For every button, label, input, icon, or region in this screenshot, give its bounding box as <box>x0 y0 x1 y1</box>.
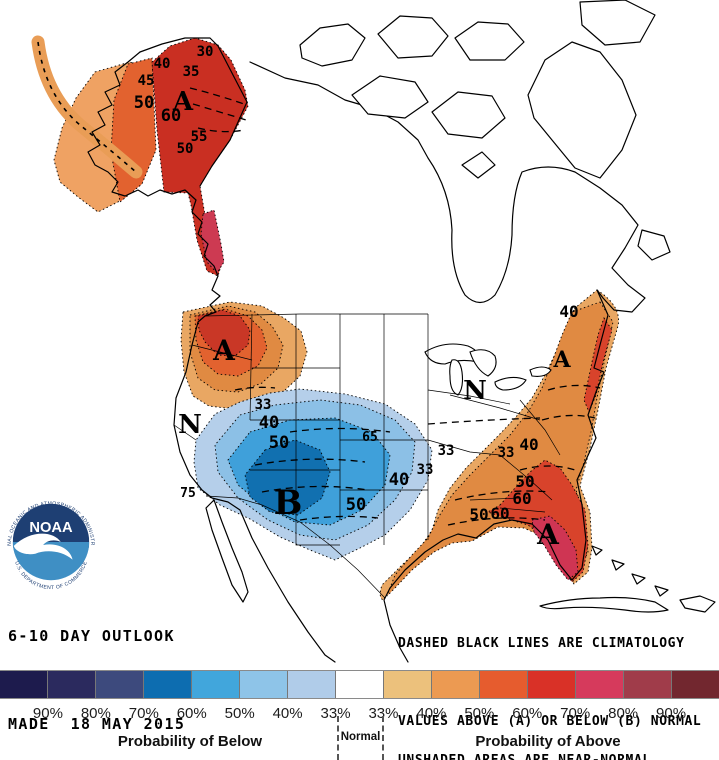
colorbar-segment-below-80 <box>48 671 96 698</box>
map-contour-label: 40 <box>519 435 538 454</box>
map-region-label: A <box>536 518 560 551</box>
colorbar-tick-label: 70% <box>560 705 591 722</box>
map-contour-label: 45 <box>138 73 155 89</box>
map-contour-label: 40 <box>259 413 279 433</box>
colorbar-tick-label: 90% <box>32 705 63 722</box>
map-contour-label: 33 <box>417 462 434 478</box>
colorbar-tick-label: 80% <box>80 705 111 722</box>
map-contour-label: 50 <box>134 93 154 113</box>
colorbar-tick-label: 60% <box>512 705 543 722</box>
map-contour-label: 35 <box>183 64 200 80</box>
colorbar-segment-below-50 <box>192 671 240 698</box>
map-contour-label: 30 <box>197 44 214 60</box>
map-contour-label: 33 <box>438 443 455 459</box>
note-line-3: VALUES ABOVE (A) OR BELOW (B) NORMAL <box>398 714 702 729</box>
colorbar-segment-above-40 <box>432 671 480 698</box>
map-contour-label: 50 <box>469 505 488 524</box>
map-contour-label: 50 <box>346 495 366 515</box>
colorbar-tick-label: 40% <box>272 705 303 722</box>
colorbar-segment-below-90 <box>0 671 48 698</box>
colorbar-tick-label: 90% <box>656 705 687 722</box>
colorbar-tick-label: 40% <box>416 705 447 722</box>
map-contour-label: 50 <box>269 433 289 453</box>
map-contour-label: 55 <box>191 129 208 145</box>
climatology-dashed-lines <box>189 87 601 526</box>
map-contour-label: 33 <box>498 445 515 461</box>
map-region-label: A <box>172 87 194 117</box>
colorbar-segment-above-90 <box>672 671 719 698</box>
map-contour-label: 60 <box>490 504 509 523</box>
normal-label: Normal <box>337 716 384 760</box>
map-region-label: A <box>552 347 571 373</box>
colorbar-segment-above-60 <box>528 671 576 698</box>
colorbar-tick-label: 50% <box>464 705 495 722</box>
above-normal-shading-alaska <box>31 35 249 277</box>
probability-of-above-label: Probability of Above <box>475 733 621 750</box>
map-contour-label: 40 <box>559 302 578 321</box>
colorbar-segment-below-40 <box>240 671 288 698</box>
title-line-3: MADE 18 MAY 2015 <box>8 715 186 734</box>
colorbar-segment-below-33 <box>288 671 336 698</box>
newfoundland-island <box>637 229 671 261</box>
map-region-label: N <box>463 376 487 406</box>
map-contour-label: 40 <box>389 470 409 490</box>
map-contour-label: 40 <box>154 56 171 72</box>
aleutian-island-chain <box>37 41 137 173</box>
colorbar-segment-above-50 <box>480 671 528 698</box>
colorbar-segment-normal <box>336 671 384 698</box>
state-borders <box>173 313 561 599</box>
note-line-4: UNSHADED AREAS ARE NEAR-NORMAL <box>398 754 701 760</box>
probability-of-below-label: Probability of Below <box>117 733 263 750</box>
colorbar-tick-label: 33% <box>368 705 399 722</box>
region-letter-labels: A A B A A N N <box>172 87 572 551</box>
logo-seagull-icon <box>13 533 73 560</box>
colorbar-tick-label: 70% <box>128 705 159 722</box>
note-line-1: DASHED BLACK LINES ARE CLIMATOLOGY <box>398 636 685 651</box>
colorbar-segment-above-80 <box>624 671 672 698</box>
colorbar-tick-label: 60% <box>176 705 207 722</box>
colorbar-tick-label: 33% <box>320 705 351 722</box>
colorbar-segment-below-70 <box>96 671 144 698</box>
map-region-label: A <box>212 334 236 367</box>
map-contour-label: 50 <box>177 141 194 157</box>
noaa-logo: NOAA NATIONAL OCEANIC AND ATMOSPHERIC AD… <box>2 492 99 591</box>
title-line-1: 6-10 DAY OUTLOOK <box>8 626 175 645</box>
baja-peninsula <box>205 499 249 603</box>
map-contour-label: 65 <box>362 430 378 445</box>
map-region-label: B <box>274 483 303 523</box>
arctic-islands <box>299 0 671 261</box>
map-contour-label: 50 <box>515 472 534 491</box>
logo-noaa-text: NOAA <box>29 520 73 536</box>
map-contour-label: 75 <box>180 486 196 501</box>
colorbar-segment-above-70 <box>576 671 624 698</box>
coastline-north-america <box>37 37 646 663</box>
caribbean-islands <box>539 545 716 613</box>
cuba-island <box>539 596 669 613</box>
probability-colorbar <box>0 670 719 699</box>
great-lakes <box>424 343 552 396</box>
colorbar-segment-above-33 <box>384 671 432 698</box>
above-normal-shading-east <box>379 289 619 601</box>
map-contour-label: 33 <box>255 397 272 413</box>
colorbar-tick-labels: 90% 80% 70% 60% 50% 40% 33% 33% 40% 50% 60% 70% 80% 9… <box>0 705 719 725</box>
colorbar-tick-label: 80% <box>608 705 639 722</box>
map-region-label: N <box>178 410 202 440</box>
colorbar-segment-below-60 <box>144 671 192 698</box>
colorbar-tick-label: 50% <box>224 705 255 722</box>
map-contour-label: 60 <box>512 489 531 508</box>
map-contour-label: 60 <box>161 106 181 126</box>
